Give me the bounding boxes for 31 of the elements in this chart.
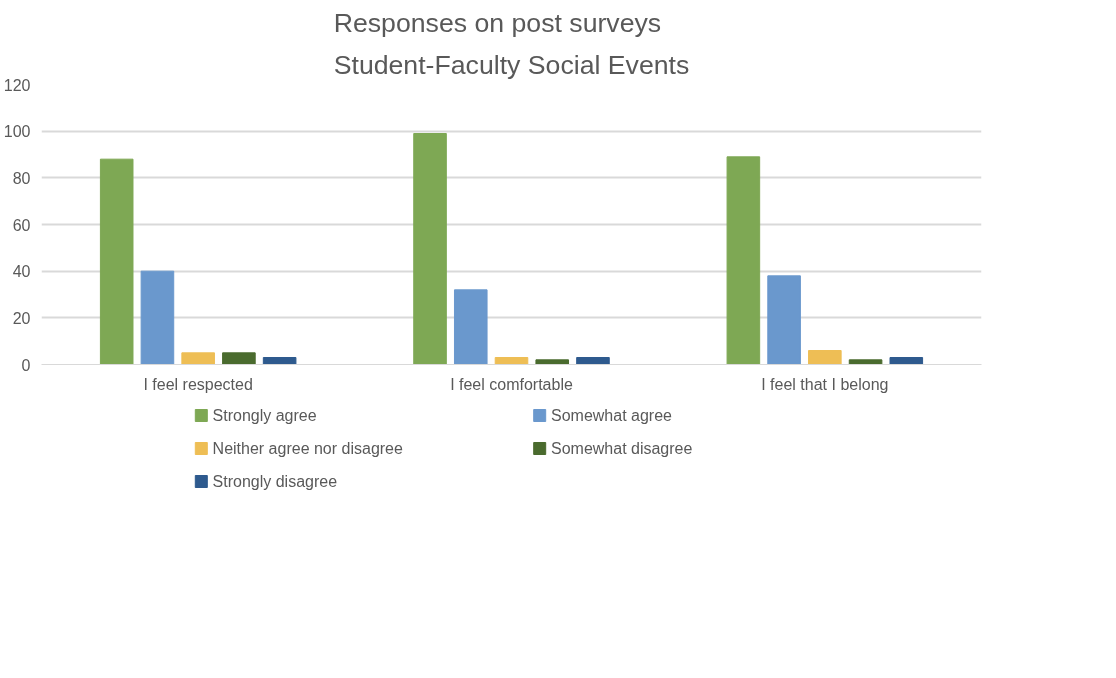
y-tick-label: 120 [3, 76, 31, 94]
y-tick-label: 100 [3, 123, 31, 141]
y-tick-label: 60 [12, 216, 31, 234]
bar [808, 350, 842, 365]
bar [222, 352, 256, 365]
bar [767, 275, 801, 365]
y-tick-label: 80 [12, 169, 31, 187]
y-tick-label: 40 [12, 263, 31, 281]
bar [889, 357, 924, 365]
bar [453, 289, 488, 365]
x-tick-label: I feel comfortable [450, 375, 573, 393]
bar [494, 357, 529, 365]
bar [181, 352, 215, 365]
chart-title: Responses on post surveys Student-Faculty Social Events [333, 7, 690, 80]
legend-label: Neither agree nor disagree [212, 440, 404, 457]
x-tick-label: I feel that I belong [761, 375, 889, 393]
y-tick-label: 20 [12, 309, 31, 327]
bar [99, 158, 134, 365]
legend-label: Somewhat agree [550, 407, 673, 424]
x-tick-label: I feel respected [143, 375, 253, 393]
legend-label: Strongly agree [212, 407, 317, 424]
bar [848, 359, 883, 365]
y-tick-label: 0 [21, 356, 31, 374]
bar [140, 270, 175, 365]
bar [262, 357, 297, 365]
bar [726, 156, 761, 365]
legend-label: Somewhat disagree [550, 440, 693, 457]
bar [535, 359, 570, 365]
legend-label: Strongly disagree [212, 473, 338, 490]
bar [576, 357, 610, 365]
bar [413, 133, 447, 365]
